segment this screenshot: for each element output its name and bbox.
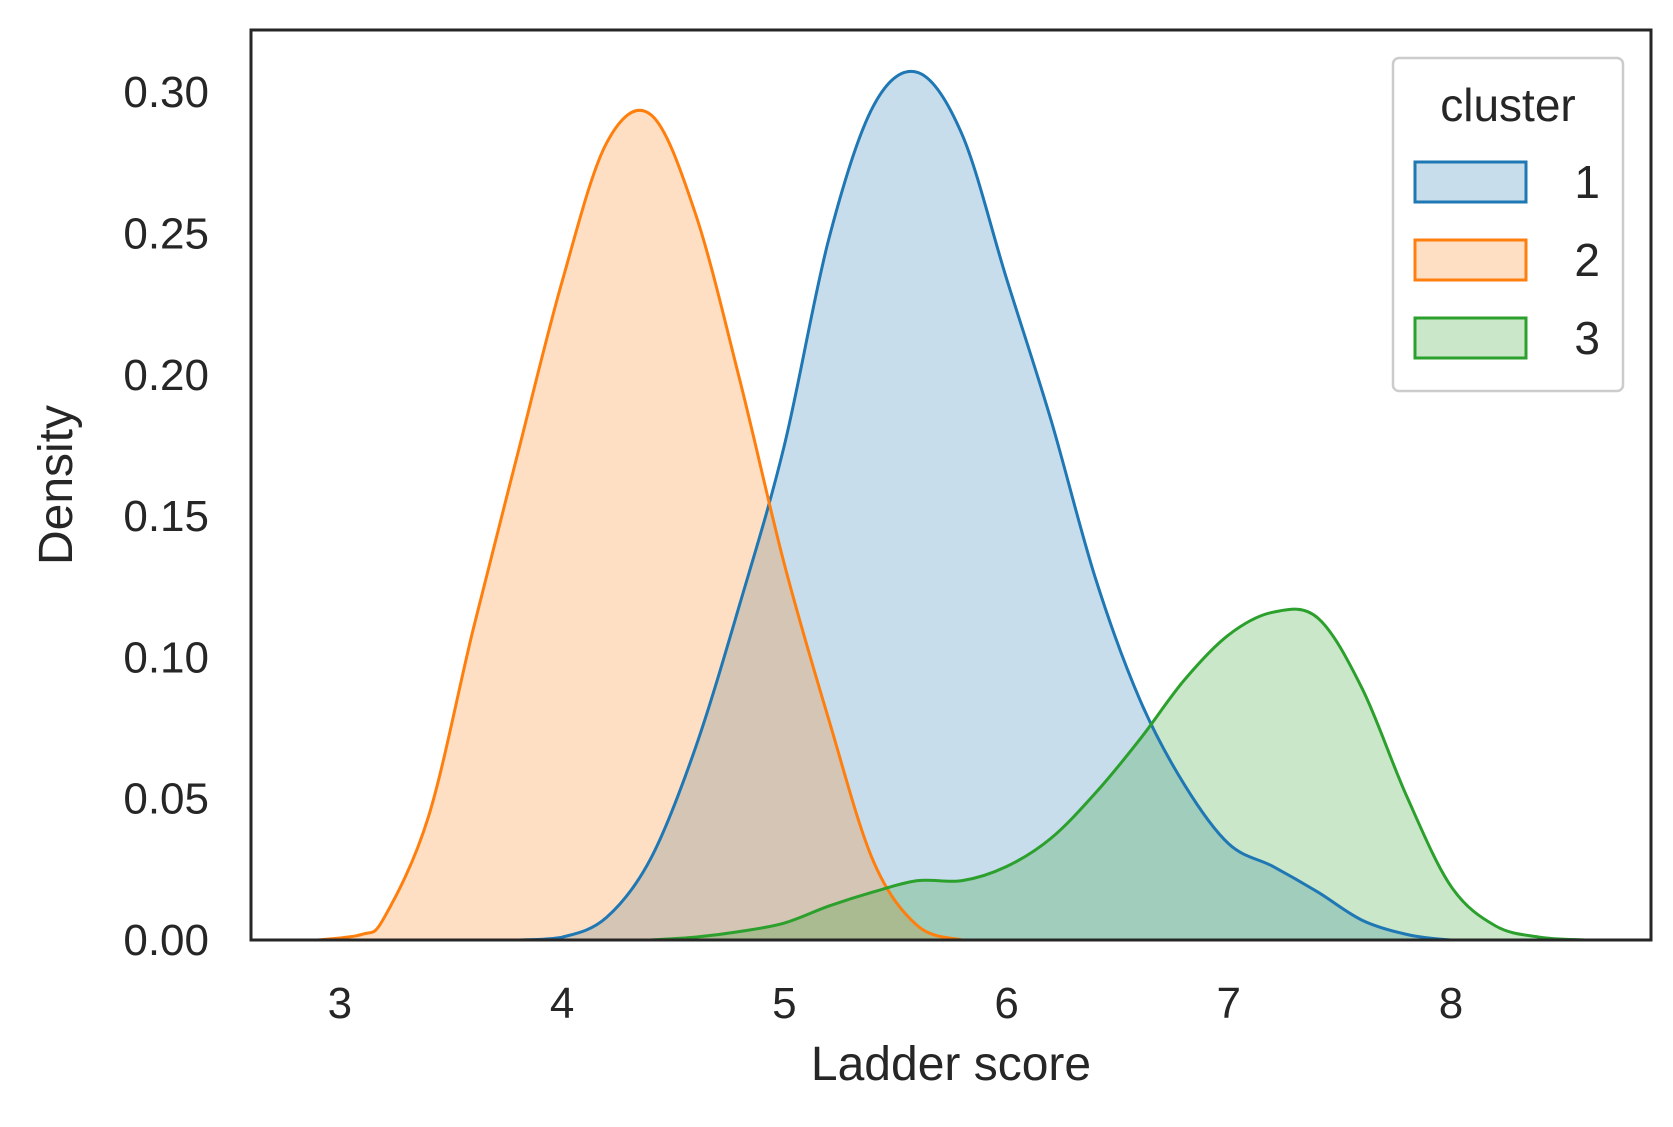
y-tick-label: 0.00 bbox=[123, 916, 209, 965]
x-tick-label: 6 bbox=[994, 979, 1018, 1028]
density-area-cluster-2 bbox=[317, 110, 963, 941]
legend-box bbox=[1391, 56, 1625, 393]
legend-label-cluster-3: 3 bbox=[1574, 312, 1600, 364]
y-axis-label: Density bbox=[30, 405, 83, 565]
density-line-cluster-2 bbox=[317, 108, 963, 942]
legend-label-cluster-2: 2 bbox=[1574, 234, 1600, 286]
x-tick-label: 8 bbox=[1439, 979, 1463, 1028]
legend: cluster 1 2 3 bbox=[1391, 56, 1625, 393]
density-line-cluster-3 bbox=[650, 607, 1585, 942]
y-tick-label: 0.30 bbox=[123, 68, 209, 117]
x-tick-label: 7 bbox=[1217, 979, 1241, 1028]
legend-swatch-cluster-3 bbox=[1413, 316, 1528, 360]
y-tick-label: 0.20 bbox=[123, 351, 209, 400]
x-tick-label: 5 bbox=[772, 979, 796, 1028]
density-areas bbox=[317, 71, 1585, 941]
y-tick-label: 0.25 bbox=[123, 209, 209, 258]
legend-swatch-cluster-2 bbox=[1413, 238, 1528, 282]
y-axis-ticks: 0.00 0.05 0.10 0.15 0.20 0.25 0.30 bbox=[123, 68, 209, 965]
x-tick-label: 3 bbox=[328, 979, 352, 1028]
legend-items: 1 2 3 bbox=[1413, 156, 1600, 364]
density-line-cluster-1 bbox=[517, 69, 1496, 942]
y-tick-label: 0.15 bbox=[123, 492, 209, 541]
density-lines bbox=[317, 69, 1585, 942]
y-tick-label: 0.10 bbox=[123, 633, 209, 682]
legend-label-cluster-1: 1 bbox=[1574, 156, 1600, 208]
legend-swatch-cluster-1 bbox=[1413, 160, 1528, 204]
density-area-cluster-1 bbox=[517, 71, 1496, 941]
x-tick-label: 4 bbox=[550, 979, 574, 1028]
y-tick-label: 0.05 bbox=[123, 775, 209, 824]
x-axis-ticks: 3 4 5 6 7 8 bbox=[328, 979, 1464, 1028]
plot-frame bbox=[249, 28, 1653, 942]
legend-title: cluster bbox=[1440, 79, 1575, 131]
density-area-cluster-3 bbox=[651, 609, 1585, 940]
x-axis-label: Ladder score bbox=[811, 1038, 1091, 1091]
